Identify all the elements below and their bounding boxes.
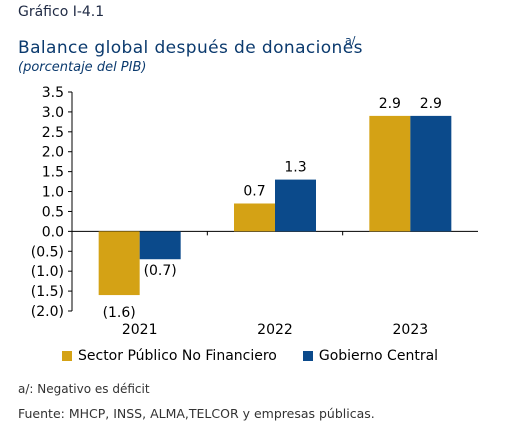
y-tick-label: 3.5	[42, 85, 64, 101]
y-tick-label: 0.0	[42, 224, 64, 240]
chart-subtitle: (porcentaje del PIB)	[18, 60, 147, 75]
y-tick-label: (2.0)	[31, 304, 64, 320]
y-tick-label: (0.5)	[31, 244, 64, 260]
bar-spnf-2021	[98, 231, 140, 296]
title-note-mark: a/	[345, 34, 356, 47]
data-label: 2.9	[379, 96, 401, 112]
y-tick-label: 2.0	[42, 145, 64, 161]
data-label: 1.3	[284, 160, 306, 176]
figure-number: Gráfico I-4.1	[18, 4, 105, 20]
data-label: (1.6)	[103, 305, 136, 321]
y-tick-label: 3.0	[42, 105, 64, 121]
y-tick-label: (1.0)	[31, 264, 64, 280]
legend-swatch-spnf	[62, 351, 72, 361]
bar-gc-2021	[139, 231, 181, 260]
data-label: 0.7	[243, 183, 265, 199]
bar-gc-2023	[410, 115, 452, 232]
bar-gc-2022	[275, 179, 316, 232]
bar-spnf-2023	[369, 115, 411, 232]
chart-title: Balance global después de donaciones	[18, 38, 363, 58]
legend-label-gc: Gobierno Central	[318, 348, 439, 364]
y-tick-label: 1.0	[42, 185, 64, 201]
x-tick-label: 2021	[122, 322, 158, 338]
legend-swatch-gc	[302, 351, 313, 361]
footnote: a/: Negativo es déficit	[18, 382, 150, 396]
legend-label-spnf: Sector Público No Financiero	[78, 348, 277, 364]
data-label: (0.7)	[144, 263, 177, 279]
source-note: Fuente: MHCP, INSS, ALMA,TELCOR y empres…	[18, 406, 375, 421]
y-tick-label: 2.5	[42, 125, 64, 141]
legend-item-spnf: Sector Público No Financiero	[62, 348, 277, 364]
x-tick-label: 2023	[393, 322, 429, 338]
y-tick-label: 0.5	[42, 204, 64, 220]
bar-spnf-2022	[234, 203, 275, 232]
x-tick-label: 2022	[257, 322, 293, 338]
chart-legend: Sector Público No Financiero Gobierno Ce…	[62, 348, 464, 364]
legend-item-gc: Gobierno Central	[302, 348, 439, 364]
data-label: 2.9	[420, 96, 442, 112]
y-tick-label: 1.5	[42, 165, 64, 181]
y-tick-label: (1.5)	[31, 284, 64, 300]
